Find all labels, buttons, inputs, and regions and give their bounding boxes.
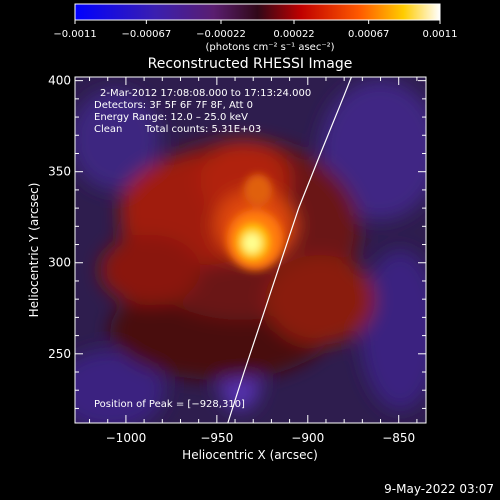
x-axis-label: Heliocentric X (arcsec) xyxy=(182,448,318,462)
colorbar-tick-label: 0.00067 xyxy=(348,29,389,40)
axis-ticks: −1000 −950 −900 −850 250 300 350 400 xyxy=(48,74,426,445)
colorbar-tick-label: −0.0011 xyxy=(53,29,96,40)
colorbar-tick-label: 0.0011 xyxy=(423,29,458,40)
annotation-time: 2-Mar-2012 17:08:08.000 to 17:13:24.000 xyxy=(100,88,311,99)
colorbar-tick-label: 0.00022 xyxy=(273,29,314,40)
limb-curve xyxy=(227,77,352,423)
annotation-counts: Total counts: 5.31E+03 xyxy=(144,124,261,135)
x-tick-label: −1000 xyxy=(106,431,147,445)
colorbar-tick-label: −0.00067 xyxy=(121,29,171,40)
y-axis-label: Heliocentric Y (arcsec) xyxy=(27,183,41,318)
annotation-energy: Energy Range: 12.0 – 25.0 keV xyxy=(94,112,248,123)
y-tick-label: 400 xyxy=(48,74,71,88)
annotation-clean: Clean xyxy=(94,124,122,135)
colorbar-unit-label: (photons cm⁻² s⁻¹ asec⁻²) xyxy=(205,42,334,53)
colorbar xyxy=(74,3,441,21)
y-tick-label: 250 xyxy=(48,347,71,361)
x-tick-label: −950 xyxy=(200,431,233,445)
colorbar-ticks: −0.0011 −0.00067 −0.00022 0.00022 0.00067 0.0… xyxy=(53,20,458,40)
annotation-peak: Position of Peak = [−928,310] xyxy=(94,399,245,410)
chart-title: Reconstructed RHESSI Image xyxy=(148,56,353,72)
colorbar-tick-label: −0.00022 xyxy=(196,29,246,40)
heatmap-image xyxy=(75,77,426,423)
x-tick-label: −850 xyxy=(382,431,415,445)
y-tick-label: 350 xyxy=(48,165,71,179)
annotation-detectors: Detectors: 3F 5F 6F 7F 8F, Att 0 xyxy=(94,100,253,111)
y-tick-label: 300 xyxy=(48,256,71,270)
footer-date: 9-May-2022 03:07 xyxy=(384,482,494,496)
x-tick-label: −900 xyxy=(291,431,324,445)
plot-frame xyxy=(74,76,427,424)
